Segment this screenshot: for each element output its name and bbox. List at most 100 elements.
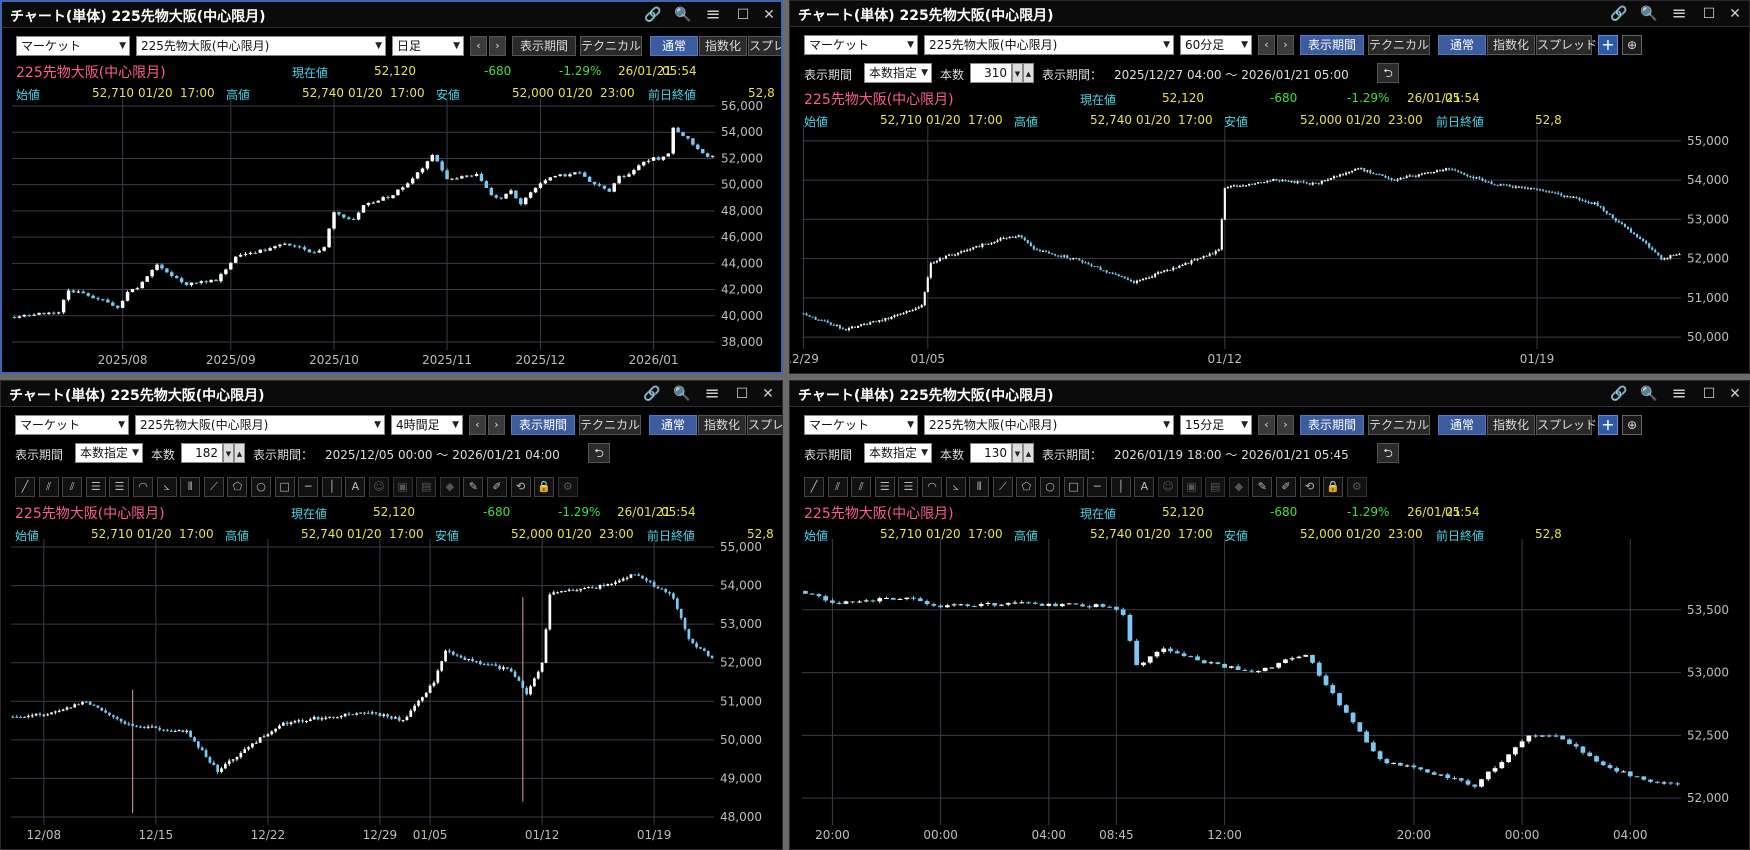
prev-button[interactable]: ‹ <box>470 36 487 56</box>
close-icon[interactable]: ✕ <box>762 386 774 402</box>
erase-all-icon[interactable]: ✐ <box>487 477 507 497</box>
count-down-icon[interactable]: ▼ <box>223 443 234 463</box>
text-tool-icon[interactable]: A <box>345 477 366 497</box>
normal-button[interactable]: 通常 <box>1438 35 1486 55</box>
timeframe-select[interactable]: 60分足 ▼ <box>1180 35 1252 55</box>
maximize-icon[interactable]: ☐ <box>1702 386 1716 402</box>
period-button[interactable]: 表示期間 <box>511 415 575 435</box>
period-mode-select[interactable]: 本数指定 ▼ <box>75 443 143 463</box>
symbol-select[interactable]: 225先物大阪(中心限月) ▼ <box>136 36 386 56</box>
technical-button[interactable]: テクニカル <box>580 36 642 56</box>
menu-icon[interactable]: ≡ <box>1671 3 1687 24</box>
arc-tool-icon[interactable]: ◠ <box>133 477 153 497</box>
circle-tool-icon[interactable]: ○ <box>1040 477 1060 497</box>
normal-button[interactable]: 通常 <box>1438 415 1486 435</box>
zoom-icon[interactable]: ⊕ <box>1622 415 1642 435</box>
maximize-icon[interactable]: ☐ <box>736 7 750 23</box>
price-chart[interactable]: 52,000 52,500 53,000 53,500 20:00 00:00 04:00 0… <box>790 381 1750 850</box>
lock-icon[interactable]: 🔒 <box>1323 477 1344 497</box>
market-select[interactable]: マーケット ▼ <box>804 415 918 435</box>
timeframe-select[interactable]: 4時間足 ▼ <box>391 415 463 435</box>
price-chart[interactable]: 38,000 40,000 42,000 44,000 46,000 48,000 50,0… <box>2 2 783 374</box>
market-select[interactable]: マーケット ▼ <box>16 36 130 56</box>
reset-icon[interactable]: ⮌ <box>588 443 610 463</box>
price-chart[interactable]: 50,000 51,000 52,000 53,000 54,000 55,000 .2/2… <box>790 1 1750 374</box>
parallel-tool-icon[interactable]: ⫽ <box>851 477 872 497</box>
normal-button[interactable]: 通常 <box>649 415 697 435</box>
eraser-tool-icon[interactable]: ✎ <box>463 477 484 497</box>
vertical-line-icon[interactable]: │ <box>321 477 342 497</box>
technical-button[interactable]: テクニカル <box>1368 35 1430 55</box>
settings-icon[interactable]: ⚙ <box>1346 477 1367 497</box>
maximize-icon[interactable]: ☐ <box>1702 6 1716 22</box>
period-button[interactable]: 表示期間 <box>1300 415 1364 435</box>
link-icon[interactable]: 🔗 <box>1610 386 1628 402</box>
search-icon[interactable]: 🔍 <box>1640 386 1658 402</box>
index-button[interactable]: 指数化 <box>699 36 747 56</box>
link-icon[interactable]: 🔗 <box>644 7 662 23</box>
timeframe-select[interactable]: 日足 ▼ <box>392 36 464 56</box>
zoom-icon[interactable]: ⊕ <box>1622 35 1642 55</box>
technical-button[interactable]: テクニカル <box>1368 415 1430 435</box>
count-input[interactable]: 310 <box>970 63 1012 83</box>
copy-tool-icon[interactable]: ▣ <box>1181 477 1202 497</box>
settings-icon[interactable]: ⚙ <box>557 477 578 497</box>
vlines-tool-icon[interactable]: ⦀ <box>969 477 990 497</box>
fan-tool-icon[interactable]: ⦣ <box>156 477 177 497</box>
menu-icon[interactable]: ≡ <box>704 383 720 404</box>
vertical-line-icon[interactable]: │ <box>1110 477 1131 497</box>
normal-button[interactable]: 通常 <box>650 36 698 56</box>
lock-icon[interactable]: 🔒 <box>534 477 555 497</box>
search-icon[interactable]: 🔍 <box>673 386 691 402</box>
menu-icon[interactable]: ≡ <box>705 4 721 25</box>
undo-icon[interactable]: ⟲ <box>510 477 531 497</box>
spread-button[interactable]: スプレッド <box>748 36 781 56</box>
hline-tool-icon[interactable]: ☰ <box>874 477 895 497</box>
ray-tool-icon[interactable]: ⟋ <box>992 477 1013 497</box>
next-button[interactable]: › <box>488 415 505 435</box>
count-down-icon[interactable]: ▼ <box>1012 63 1023 83</box>
arc-tool-icon[interactable]: ◠ <box>922 477 942 497</box>
channel-tool-icon[interactable]: ⫽ <box>38 477 59 497</box>
pentagon-tool-icon[interactable]: ⬠ <box>1016 477 1037 497</box>
pentagon-tool-icon[interactable]: ⬠ <box>227 477 248 497</box>
close-icon[interactable]: ✕ <box>763 7 775 23</box>
rectangle-tool-icon[interactable]: □ <box>274 477 295 497</box>
index-button[interactable]: 指数化 <box>698 415 746 435</box>
next-button[interactable]: › <box>1277 415 1294 435</box>
fibonacci-tool-icon[interactable]: ☰ <box>898 477 919 497</box>
title-bar[interactable]: チャート(単体) 225先物大阪(中心限月) 🔗 🔍 ≡ ☐ ✕ <box>790 1 1749 27</box>
period-mode-select[interactable]: 本数指定 ▼ <box>864 63 932 83</box>
paste-tool-icon[interactable]: ▤ <box>416 477 437 497</box>
spread-button[interactable]: スプレッド <box>1536 35 1597 55</box>
add-button[interactable]: + <box>1598 415 1618 435</box>
count-up-icon[interactable]: ▲ <box>1023 443 1034 463</box>
period-mode-select[interactable]: 本数指定 ▼ <box>864 443 932 463</box>
horizontal-line-icon[interactable]: ─ <box>298 477 319 497</box>
fibonacci-tool-icon[interactable]: ☰ <box>109 477 130 497</box>
prev-button[interactable]: ‹ <box>469 415 486 435</box>
close-icon[interactable]: ✕ <box>1729 386 1741 402</box>
index-button[interactable]: 指数化 <box>1487 415 1535 435</box>
paste-tool-icon[interactable]: ▤ <box>1205 477 1226 497</box>
spread-button[interactable]: スプレッド <box>747 415 782 435</box>
copy-tool-icon[interactable]: ▣ <box>392 477 413 497</box>
link-icon[interactable]: 🔗 <box>1610 6 1628 22</box>
title-bar[interactable]: チャート(単体) 225先物大阪(中心限月) 🔗 🔍 ≡ ☐ ✕ <box>790 381 1749 407</box>
count-up-icon[interactable]: ▲ <box>1023 63 1034 83</box>
add-button[interactable]: + <box>1598 35 1618 55</box>
maximize-icon[interactable]: ☐ <box>735 386 749 402</box>
market-select[interactable]: マーケット ▼ <box>15 415 129 435</box>
search-icon[interactable]: 🔍 <box>674 7 692 23</box>
prev-button[interactable]: ‹ <box>1258 35 1275 55</box>
eraser-tool-icon[interactable]: ✎ <box>1252 477 1273 497</box>
trendline-tool-icon[interactable]: ╱ <box>15 477 35 497</box>
count-up-icon[interactable]: ▲ <box>234 443 245 463</box>
ray-tool-icon[interactable]: ⟋ <box>203 477 224 497</box>
icon-tool-icon[interactable]: ☺ <box>369 477 389 497</box>
menu-icon[interactable]: ≡ <box>1671 383 1687 404</box>
search-icon[interactable]: 🔍 <box>1640 6 1658 22</box>
next-button[interactable]: › <box>489 36 506 56</box>
text-tool-icon[interactable]: A <box>1134 477 1155 497</box>
timeframe-select[interactable]: 15分足 ▼ <box>1180 415 1252 435</box>
